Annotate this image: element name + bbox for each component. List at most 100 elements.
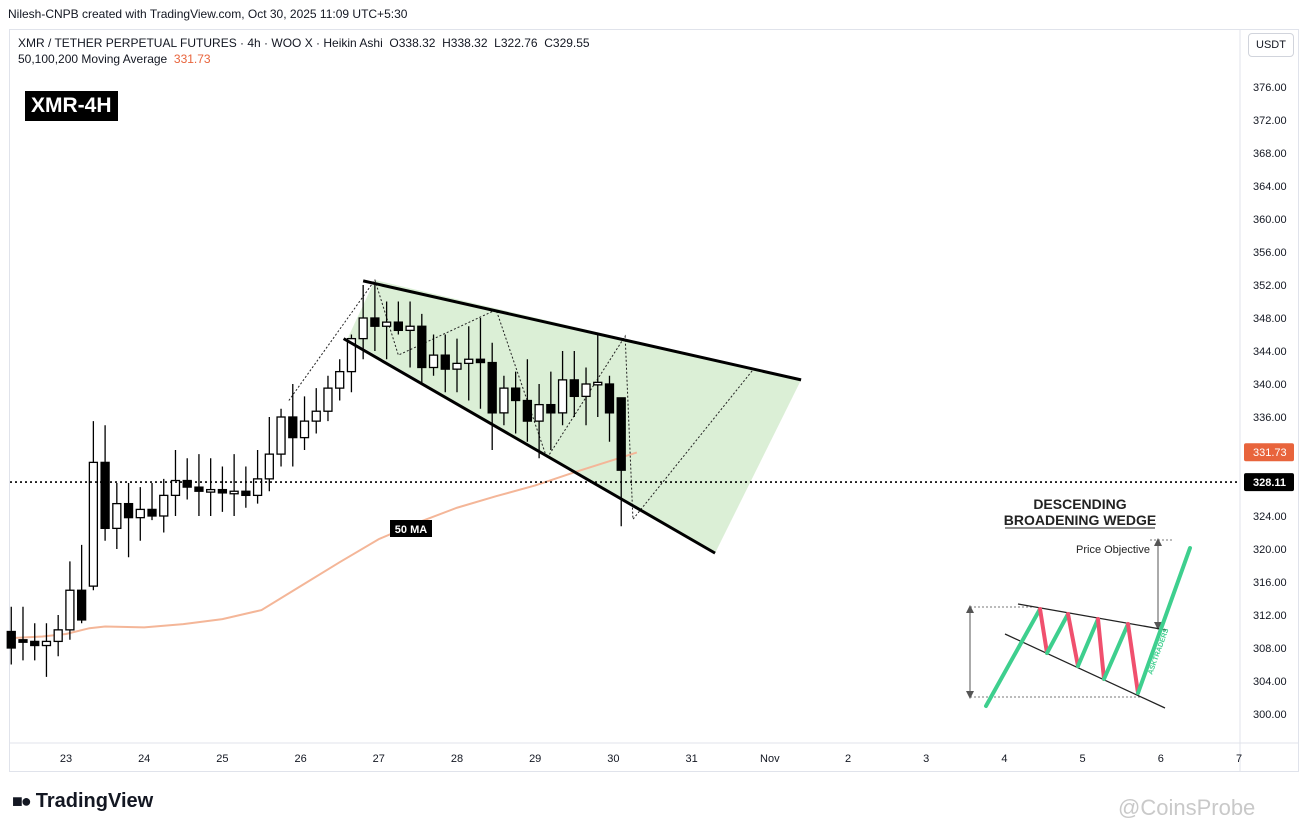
timeframe-tag: XMR-4H — [25, 91, 118, 121]
candle — [616, 397, 626, 527]
candle-body — [358, 317, 368, 340]
y-tick-label: 304.00 — [1253, 676, 1287, 688]
candle — [452, 338, 462, 393]
candle-body — [264, 453, 274, 480]
candle-body — [475, 358, 486, 364]
y-tick-label: 360.00 — [1253, 214, 1287, 226]
candle-body — [182, 479, 192, 488]
candle — [241, 466, 251, 508]
candle-body — [76, 589, 87, 621]
candle-body — [229, 490, 239, 495]
candle — [229, 454, 239, 516]
inset-arrow-head-up — [966, 605, 974, 613]
candle-body — [288, 416, 298, 439]
ohlc-close: C329.55 — [544, 36, 590, 50]
inset-bull-leg — [1102, 622, 1130, 681]
candle — [405, 301, 415, 368]
symbol-legend: XMR / TETHER PERPETUAL FUTURES · 4h · WO… — [18, 36, 590, 50]
candle-body — [252, 478, 263, 497]
candle — [557, 351, 568, 426]
candle-body — [604, 383, 615, 414]
candle — [264, 417, 274, 492]
candle-body — [581, 383, 591, 398]
x-tick-label: Nov — [760, 753, 780, 765]
candle-body — [464, 358, 474, 365]
x-tick-label: 23 — [60, 753, 72, 765]
candle — [393, 301, 404, 335]
candle-body — [53, 629, 63, 643]
y-tick-label: 308.00 — [1253, 643, 1287, 655]
y-tick-label: 316.00 — [1253, 577, 1287, 589]
candle — [428, 334, 439, 376]
candle-body — [370, 317, 380, 327]
inset-bear-leg — [1066, 612, 1080, 668]
x-tick-label: 6 — [1158, 753, 1164, 765]
wedge-lower-trendline — [342, 337, 716, 555]
inset-lower-line — [1004, 633, 1166, 709]
candle — [522, 359, 533, 442]
x-tick-label: 26 — [294, 753, 306, 765]
candle-body — [135, 508, 145, 519]
candle — [510, 371, 521, 434]
candle-body — [510, 387, 521, 402]
candle — [41, 623, 52, 677]
ohlc-high: H338.32 — [442, 36, 488, 50]
x-tick-label: 31 — [685, 753, 697, 765]
ma-price-label-bg — [1244, 443, 1294, 462]
candle — [18, 606, 28, 661]
y-tick-label: 300.00 — [1253, 709, 1287, 721]
candle — [499, 375, 509, 426]
candle — [112, 483, 122, 549]
x-tick-label: 27 — [373, 753, 385, 765]
inset-bull-leg — [984, 607, 1042, 708]
symbol-name: XMR / TETHER PERPETUAL FUTURES · 4h · WO… — [18, 36, 383, 50]
ma-line — [11, 451, 638, 640]
inset-bear-leg — [1096, 617, 1106, 681]
x-tick-label: 3 — [923, 753, 929, 765]
candle — [311, 388, 321, 434]
candle-body — [100, 461, 110, 530]
tv-brand-text: TradingView — [35, 790, 154, 812]
candle — [581, 367, 591, 426]
y-tick-label: 336.00 — [1253, 412, 1287, 424]
candle — [440, 334, 450, 393]
candle-body — [417, 325, 427, 369]
candle — [100, 425, 110, 541]
currency-button[interactable]: USDT — [1248, 33, 1294, 57]
candle-body — [522, 399, 533, 422]
candle-body — [6, 630, 16, 649]
candle-body — [18, 639, 28, 643]
candle — [381, 301, 392, 360]
y-tick-label: 312.00 — [1253, 610, 1287, 622]
candle — [6, 606, 16, 665]
tradingview-logo[interactable]: ■● TradingView — [12, 790, 153, 813]
candle-body — [452, 362, 462, 370]
y-tick-label: 344.00 — [1253, 346, 1287, 358]
candle — [53, 615, 63, 657]
candle-body — [241, 490, 251, 497]
inset-objective-arrow-head — [1154, 538, 1162, 546]
y-tick-label: 324.00 — [1253, 511, 1287, 523]
candle-body — [112, 502, 122, 530]
candle-body — [346, 337, 357, 373]
x-tick-label: 24 — [138, 753, 150, 765]
candle-body — [499, 387, 509, 414]
candle — [194, 454, 204, 516]
chart-frame — [9, 29, 1299, 772]
indicator-legend[interactable]: 50,100,200 Moving Average 331.73 — [18, 52, 211, 66]
candle — [288, 384, 298, 467]
candle-body — [206, 488, 216, 493]
ohlc-low: L322.76 — [494, 36, 538, 50]
candle-body — [381, 321, 392, 327]
candle — [475, 318, 486, 409]
inset-arrow-head-down — [966, 691, 974, 699]
x-tick-label: 5 — [1080, 753, 1086, 765]
candle-body — [593, 381, 603, 386]
candle-body — [311, 410, 321, 422]
ma-annotation-bg — [390, 520, 432, 537]
y-tick-label: 340.00 — [1253, 379, 1287, 391]
tv-logo-icon: ■● — [12, 791, 32, 811]
y-tick-label: 348.00 — [1253, 313, 1287, 325]
